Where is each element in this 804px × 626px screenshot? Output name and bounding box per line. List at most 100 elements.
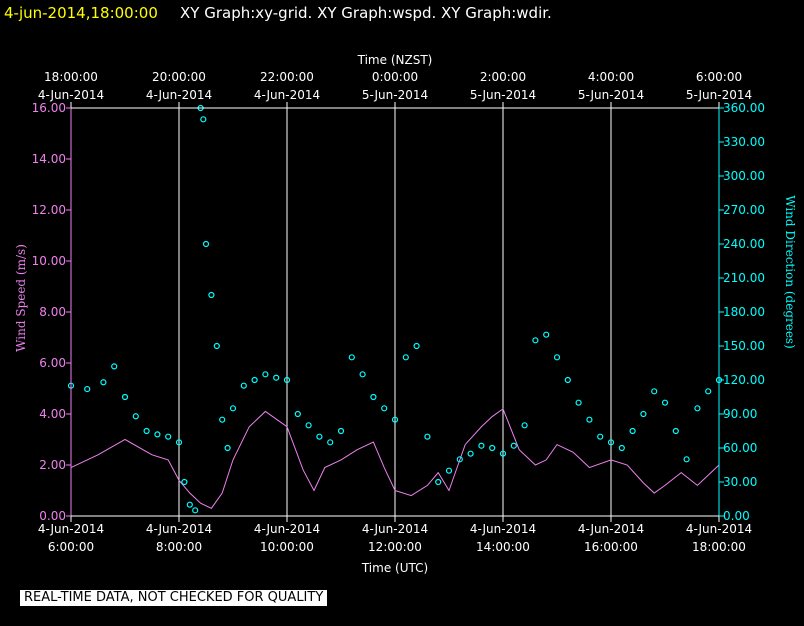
right-tick-label: 270.00	[723, 203, 765, 217]
wind-direction-point	[273, 374, 280, 381]
wind-direction-point	[370, 393, 377, 401]
wind-direction-point	[521, 422, 528, 429]
wind-direction-point	[84, 385, 91, 393]
bottom-tick-time: 8:00:00	[156, 540, 202, 554]
right-tick-label: 240.00	[723, 237, 765, 251]
wind-direction-point	[202, 240, 210, 248]
top-tick-date: 4-Jun-2014	[254, 88, 320, 102]
wind-direction-point	[391, 416, 399, 423]
right-tick-label: 90.00	[723, 407, 757, 421]
left-tick-label: 2.00	[39, 458, 66, 472]
bottom-tick-date: 4-Jun-2014	[254, 522, 320, 536]
wind-direction-point	[327, 439, 334, 446]
tick-labels: 18:00:00 4-Jun-2014 20:00:00 4-Jun-2014 22:0…	[32, 70, 765, 554]
right-tick-label: 30.00	[723, 475, 757, 489]
bottom-tick-time: 12:00:00	[368, 540, 422, 554]
wind-direction-point	[213, 342, 220, 350]
wind-direction-point	[200, 116, 207, 123]
wind-direction-point	[564, 376, 571, 384]
wind-direction-point	[143, 427, 150, 435]
wind-direction-point	[348, 354, 355, 361]
header-graphs: XY Graph:xy-grid. XY Graph:wspd. XY Grap…	[180, 4, 552, 22]
wind-direction-point	[100, 379, 107, 386]
header-timestamp: 4-jun-2014,18:00:00	[4, 4, 158, 22]
wind-direction-point	[224, 444, 231, 452]
wind-direction-point	[705, 388, 712, 395]
wind-direction-point	[478, 442, 485, 449]
left-tick-label: 0.00	[39, 509, 66, 523]
top-tick-date: 4-Jun-2014	[38, 88, 104, 102]
wind-direction-point	[121, 393, 129, 401]
wind-direction-point	[629, 427, 636, 435]
wind-direction-point	[165, 433, 172, 440]
wind-direction-point	[175, 439, 183, 446]
wind-direction-point	[181, 478, 188, 486]
wind-direction-point	[586, 416, 593, 423]
top-tick-time: 6:00:00	[696, 70, 742, 84]
wind-direction-point	[186, 501, 193, 508]
wind-direction-point	[661, 399, 669, 406]
top-tick-date: 5-Jun-2014	[470, 88, 536, 102]
wind-direction-point	[532, 337, 539, 344]
wind-direction-point	[435, 478, 442, 486]
left-tick-label: 4.00	[39, 407, 66, 421]
wind-direction-point	[683, 456, 690, 463]
right-tick-label: 210.00	[723, 271, 765, 285]
wind-direction-point	[456, 456, 463, 463]
wind-direction-point	[694, 405, 701, 412]
wind-direction-point	[413, 342, 420, 350]
top-tick-date: 4-Jun-2014	[146, 88, 212, 102]
left-tick-label: 10.00	[32, 254, 66, 268]
top-tick-date: 5-Jun-2014	[362, 88, 428, 102]
wind-direction-point	[575, 399, 582, 406]
top-tick-time: 2:00:00	[480, 70, 526, 84]
left-axis-title: Wind Speed (m/s)	[14, 244, 28, 352]
top-tick-date: 5-Jun-2014	[686, 88, 752, 102]
wind-direction-point	[219, 416, 226, 423]
bottom-axis-title: Time (UTC)	[361, 561, 428, 575]
wind-direction-point	[467, 450, 474, 457]
wind-direction-point	[618, 444, 625, 452]
right-tick-label: 60.00	[723, 441, 757, 455]
bottom-tick-date: 4-Jun-2014	[38, 522, 104, 536]
wind-speed-line	[70, 408, 720, 509]
wind-direction-point	[240, 382, 247, 389]
top-tick-time: 20:00:00	[152, 70, 206, 84]
right-tick-label: 300.00	[723, 169, 765, 183]
right-tick-label: 120.00	[723, 373, 765, 387]
wind-direction-point	[316, 433, 323, 440]
wind-direction-point	[154, 431, 161, 438]
top-tick-time: 22:00:00	[260, 70, 314, 84]
wind-direction-point	[337, 427, 345, 435]
wind-direction-series	[67, 104, 723, 514]
wind-direction-point	[262, 371, 269, 378]
bottom-tick-time: 6:00:00	[48, 540, 94, 554]
wind-direction-point	[640, 410, 647, 418]
quality-notice: REAL-TIME DATA, NOT CHECKED FOR QUALITY	[20, 590, 328, 606]
right-tick-label: 150.00	[723, 339, 765, 353]
top-tick-date: 5-Jun-2014	[578, 88, 644, 102]
wind-direction-point	[607, 439, 615, 446]
left-tick-label: 6.00	[39, 356, 66, 370]
top-tick-time: 0:00:00	[372, 70, 418, 84]
right-tick-label: 360.00	[723, 101, 765, 115]
left-tick-label: 12.00	[32, 203, 66, 217]
wind-direction-point	[672, 427, 679, 435]
bottom-tick-time: 18:00:00	[692, 540, 746, 554]
grid-lines	[70, 108, 720, 516]
right-tick-label: 330.00	[723, 135, 765, 149]
wind-direction-point	[111, 363, 118, 370]
right-tick-label: 0.00	[723, 509, 750, 523]
wind-direction-point	[543, 331, 550, 338]
wind-speed-series	[70, 408, 720, 509]
wind-direction-point	[381, 405, 388, 412]
top-axis-title: Time (NZST)	[357, 53, 433, 67]
bottom-tick-date: 4-Jun-2014	[578, 522, 644, 536]
bottom-tick-date: 4-Jun-2014	[470, 522, 536, 536]
wind-direction-point	[132, 413, 139, 420]
wind-direction-point	[445, 467, 453, 474]
wind-direction-point	[294, 410, 301, 418]
bottom-tick-date: 4-Jun-2014	[686, 522, 752, 536]
left-tick-label: 8.00	[39, 305, 66, 319]
